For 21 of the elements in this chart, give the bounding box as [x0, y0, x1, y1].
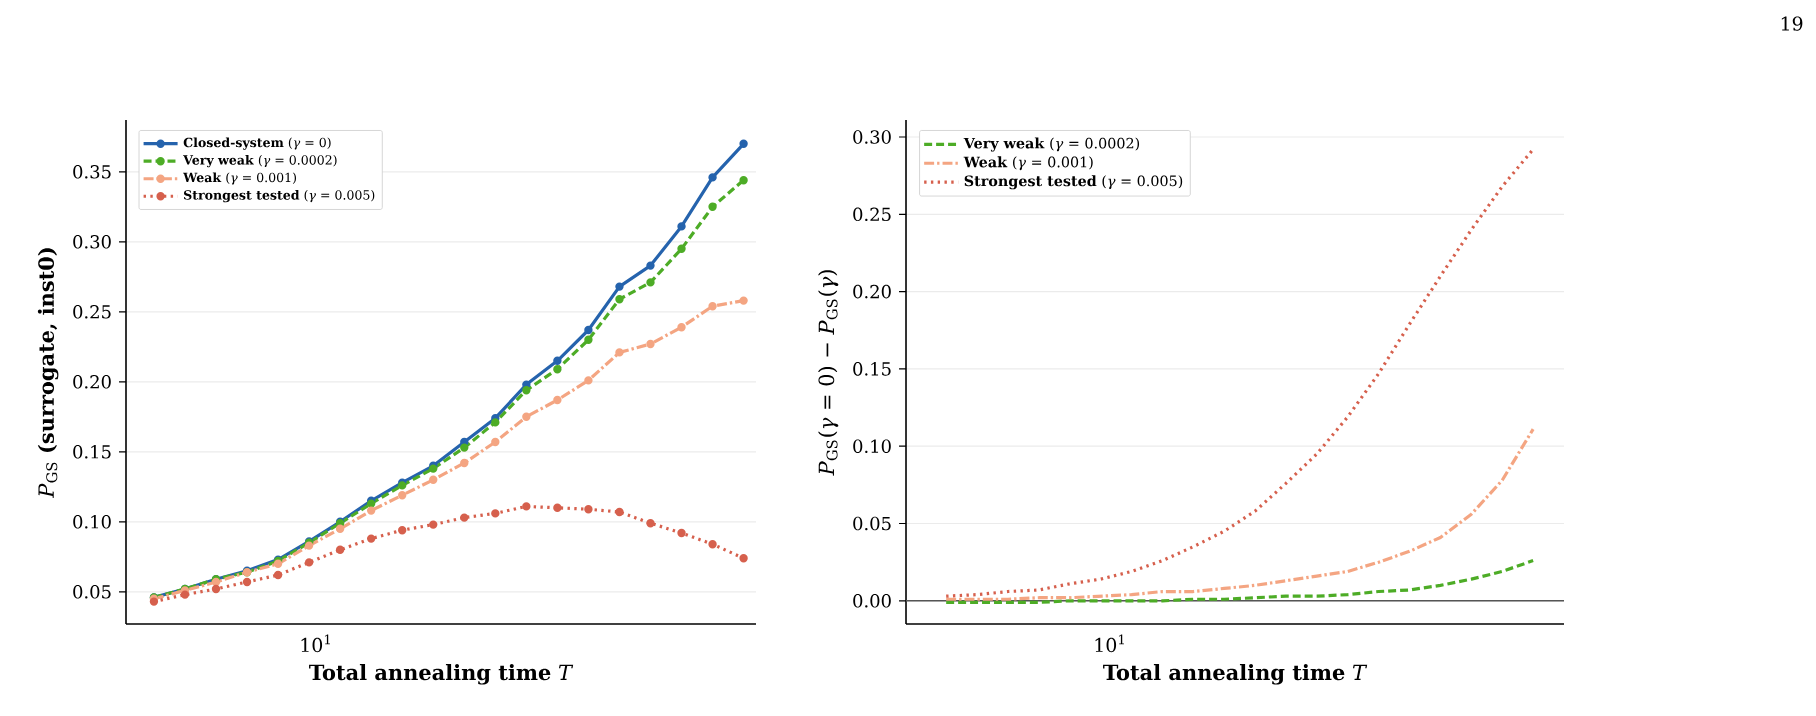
y-tick-label: 0.05 [73, 585, 111, 599]
y-tick-label: 0.10 [73, 515, 111, 529]
x-axis-title: Total annealing time T [309, 664, 574, 685]
y-tick-label: 0.25 [73, 305, 111, 319]
text: 10$^{1}$ [301, 634, 330, 653]
text: 19 [1781, 16, 1803, 31]
y-axis-title: P$_{GS}$ (surrogate, inst0) [37, 248, 59, 499]
y-tick-label: 0.20 [853, 284, 891, 299]
y-tick-label: 0.25 [853, 207, 891, 222]
y-tick-label: 0.00 [853, 594, 891, 608]
y-tick-label: 0.30 [73, 235, 111, 249]
y-tick-label: 0.20 [73, 375, 111, 389]
y-tick-label: 0.10 [853, 439, 891, 453]
text: P$_{GS}$(γ = 0) − P$_{GS}$(γ) [818, 270, 839, 476]
text: 10$^{1}$ [1095, 634, 1124, 653]
y-tick-label: 0.35 [73, 165, 111, 179]
y-tick-label: 0.05 [853, 516, 891, 531]
y-tick-label: 0.15 [853, 362, 891, 376]
x-axis-title: Total annealing time T [1103, 664, 1368, 685]
y-tick-label: 0.15 [73, 445, 111, 459]
y-tick-label: 0.30 [853, 130, 891, 144]
